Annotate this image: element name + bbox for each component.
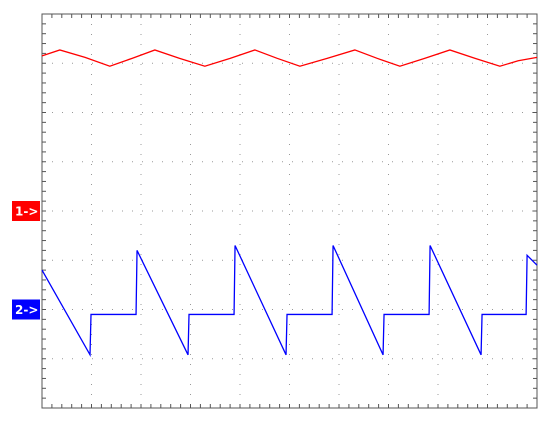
- marker-label: 1->: [15, 205, 38, 219]
- channel-marker: 1->: [12, 201, 40, 221]
- channel-marker: 2->: [12, 299, 40, 320]
- marker-box: [12, 299, 40, 320]
- screen-border: [41, 13, 538, 409]
- trace: [41, 245, 538, 358]
- marker-label: 2->: [15, 303, 38, 317]
- minor-ticks: [42, 14, 537, 408]
- marker-box: [12, 201, 40, 221]
- trace: [41, 49, 538, 67]
